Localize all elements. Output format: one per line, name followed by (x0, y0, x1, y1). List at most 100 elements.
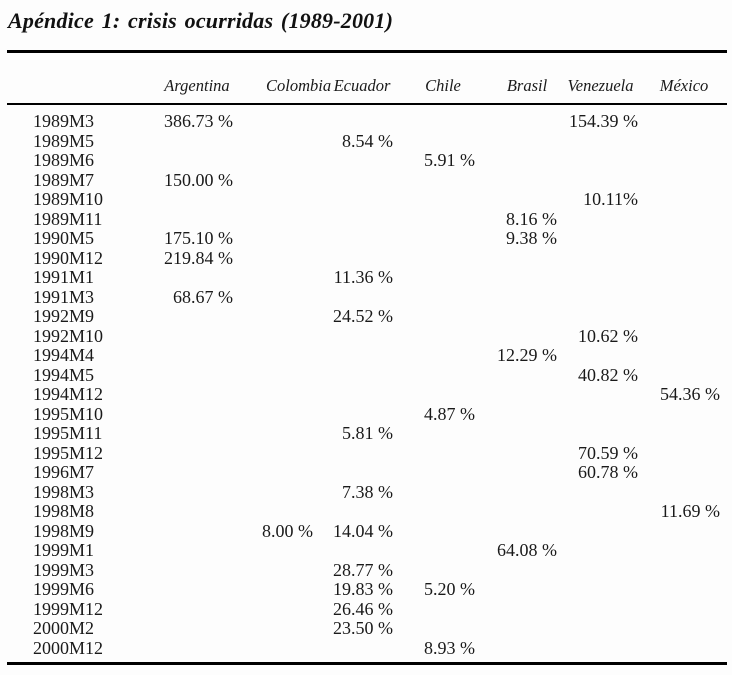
column-header-argentina: Argentina (164, 76, 230, 95)
column-header-venezuela: Venezuela (567, 76, 634, 95)
value-cell-argentina (140, 619, 240, 639)
value-cell-colombia (240, 346, 320, 366)
value-cell-chile (400, 424, 482, 444)
value-cell-mexico (645, 132, 727, 152)
value-cell-chile (400, 541, 482, 561)
value-cell-brasil (482, 385, 564, 405)
value-cell-brasil (482, 619, 564, 639)
appendix-title: Apéndice 1: crisis ocurridas (1989-2001) (8, 8, 394, 33)
date-cell: 1990M5 (33, 228, 95, 248)
value-cell-brasil (482, 580, 564, 600)
column-header-date (7, 52, 140, 105)
value-cell-chile: 4.87 % (424, 403, 475, 424)
value-cell-mexico (645, 619, 727, 639)
table-row: 1994M4 12.29 % (7, 345, 727, 366)
value-cell-mexico (645, 424, 727, 444)
value-cell-venezuela (564, 132, 645, 152)
value-cell-colombia (240, 268, 320, 288)
value-cell-chile (400, 229, 482, 249)
value-cell-chile (400, 366, 482, 386)
value-cell-argentina (140, 600, 240, 620)
table-row: 1991M3 68.67 % (7, 286, 727, 308)
date-cell: 1989M5 (33, 130, 95, 151)
value-cell-ecuador (320, 249, 400, 269)
value-cell-chile (400, 171, 482, 191)
value-cell-argentina (140, 483, 240, 503)
value-cell-brasil (482, 268, 564, 288)
value-cell-argentina (140, 210, 240, 230)
value-cell-argentina (140, 561, 240, 581)
value-cell-brasil (482, 249, 564, 269)
value-cell-ecuador: 28.77 % (333, 559, 393, 580)
value-cell-colombia (240, 151, 320, 171)
value-cell-chile (400, 600, 482, 620)
value-cell-colombia (240, 132, 320, 152)
value-cell-venezuela (564, 502, 645, 522)
table-body: 1989M3 386.73 % 154.39 % 1989M5 8.54 % 1989M6… (7, 104, 727, 664)
date-cell: 1989M6 (33, 150, 95, 170)
column-header-brasil: Brasil (506, 76, 548, 95)
value-cell-venezuela (564, 639, 645, 664)
value-cell-colombia (240, 288, 320, 308)
table-row: 1999M3 28.77 % (7, 559, 727, 581)
value-cell-venezuela (564, 522, 645, 542)
value-cell-venezuela (564, 171, 645, 191)
value-cell-ecuador: 14.04 % (333, 520, 393, 541)
date-cell: 1989M11 (33, 208, 103, 229)
value-cell-chile (400, 210, 482, 230)
value-cell-chile (400, 288, 482, 308)
table-row: 1989M11 8.16 % (7, 208, 727, 230)
value-cell-argentina (140, 463, 240, 483)
value-cell-mexico: 11.69 % (660, 501, 720, 521)
table-row: 1998M3 7.38 % (7, 482, 727, 503)
value-cell-ecuador: 23.50 % (333, 618, 393, 638)
value-cell-argentina (140, 151, 240, 171)
date-cell: 1994M5 (33, 364, 95, 385)
date-cell: 1991M1 (33, 267, 95, 287)
value-cell-brasil: 8.16 % (506, 208, 557, 229)
value-cell-argentina: 150.00 % (164, 169, 233, 190)
value-cell-brasil (482, 561, 564, 581)
date-cell: 1992M9 (33, 306, 95, 326)
date-cell: 2000M12 (33, 637, 104, 658)
table-row: 1995M10 4.87 % (7, 403, 727, 425)
date-cell: 1999M1 (33, 540, 95, 560)
value-cell-colombia (240, 580, 320, 600)
value-cell-brasil (482, 424, 564, 444)
column-header-ecuador: Ecuador (333, 76, 391, 95)
date-cell: 1998M9 (33, 520, 95, 541)
value-cell-colombia (240, 171, 320, 191)
value-cell-brasil (482, 151, 564, 171)
value-cell-mexico (645, 327, 727, 347)
value-cell-ecuador (320, 288, 400, 308)
value-cell-venezuela (564, 288, 645, 308)
value-cell-venezuela (564, 307, 645, 327)
value-cell-colombia (240, 229, 320, 249)
value-cell-ecuador (320, 151, 400, 171)
table-row: 1999M6 19.83 % 5.20 % (7, 579, 727, 600)
value-cell-ecuador: 24.52 % (333, 306, 393, 326)
value-cell-ecuador: 26.46 % (333, 598, 393, 619)
value-cell-ecuador (320, 405, 400, 425)
value-cell-colombia (240, 561, 320, 581)
value-cell-venezuela (564, 541, 645, 561)
value-cell-brasil (482, 104, 564, 132)
value-cell-brasil (482, 405, 564, 425)
value-cell-argentina: 68.67 % (173, 286, 233, 307)
value-cell-mexico (645, 268, 727, 288)
value-cell-brasil (482, 190, 564, 210)
date-cell: 1994M12 (33, 384, 104, 404)
table-row: 1996M7 60.78 % (7, 462, 727, 483)
date-cell: 1992M10 (33, 325, 104, 346)
value-cell-brasil (482, 307, 564, 327)
value-cell-colombia (240, 405, 320, 425)
value-cell-mexico (645, 405, 727, 425)
value-cell-mexico (645, 229, 727, 249)
date-cell: 1995M11 (33, 423, 103, 443)
value-cell-chile (400, 249, 482, 269)
value-cell-argentina: 175.10 % (164, 228, 233, 248)
value-cell-colombia (240, 619, 320, 639)
value-cell-argentina (140, 424, 240, 444)
value-cell-venezuela (564, 249, 645, 269)
value-cell-chile (400, 104, 482, 132)
